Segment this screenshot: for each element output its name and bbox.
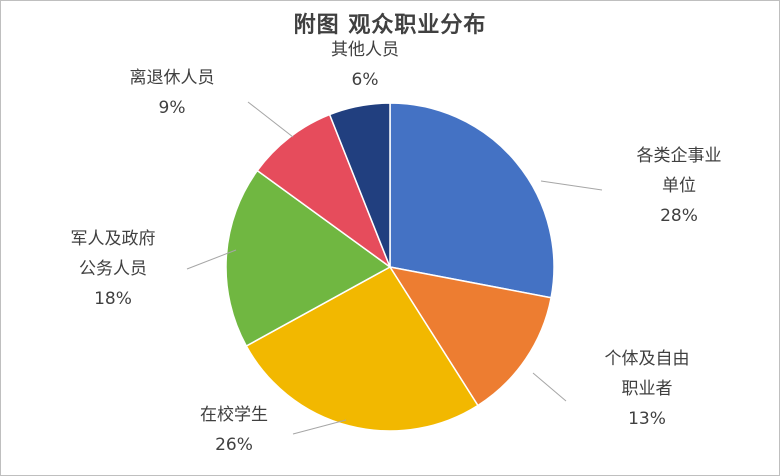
pie-slice: [389, 102, 555, 299]
pie-slice: [328, 102, 391, 268]
leader-line: [532, 372, 567, 402]
slice-percent-label: 13%: [628, 409, 666, 429]
slice-percent-label: 26%: [215, 435, 253, 455]
slice-category-label: 职业者: [622, 379, 673, 399]
slice-category-label: 公务人员: [79, 259, 147, 279]
leader-line: [540, 180, 603, 191]
leader-line: [186, 249, 237, 270]
slice-percent-label: 9%: [159, 98, 186, 118]
slice-category-label: 军人及政府: [71, 229, 156, 249]
slice-category-label: 各类企事业: [637, 146, 722, 166]
slice-category-label: 个体及自由: [605, 349, 690, 369]
slice-percent-label: 28%: [660, 206, 698, 226]
slice-category-label: 离退休人员: [130, 68, 215, 88]
slice-category-label: 在校学生: [200, 405, 268, 425]
pie-slice: [388, 265, 552, 407]
slice-percent-label: 18%: [94, 289, 132, 309]
pie-slice: [245, 266, 479, 432]
pie-slices: [225, 102, 555, 432]
slice-category-label: 单位: [662, 176, 696, 196]
pie-slice: [256, 113, 392, 270]
leader-line: [292, 419, 347, 435]
chart-title: 附图 观众职业分布: [293, 13, 487, 38]
slice-percent-label: 6%: [352, 70, 379, 90]
pie-slice: [225, 169, 392, 348]
slice-category-label: 其他人员: [331, 40, 399, 60]
leader-line: [247, 101, 294, 138]
